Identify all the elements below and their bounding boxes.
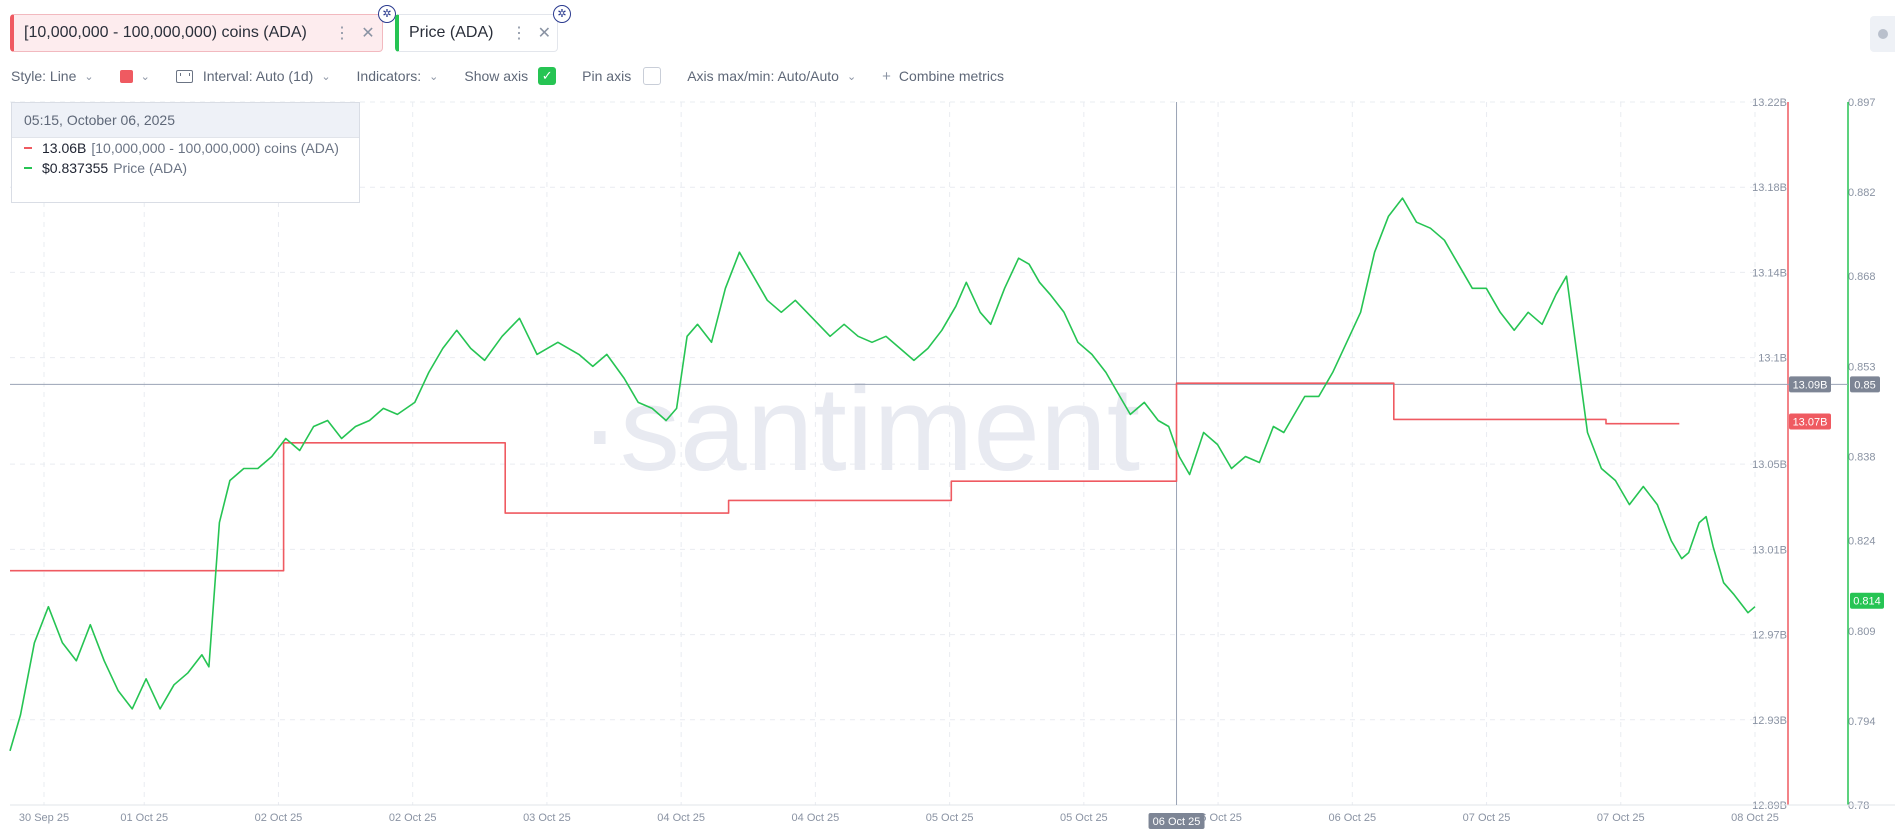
interval-label: Interval: Auto (1d) <box>202 68 314 84</box>
pin-axis-toggle[interactable]: Pin axis <box>582 67 662 85</box>
left-last-value: 13.07B <box>1793 417 1828 429</box>
tooltip-value: 13.06B <box>42 140 87 156</box>
x-tick-label: 06 Oct 25 <box>1194 812 1242 824</box>
pin-axis-label: Pin axis <box>582 68 632 84</box>
x-tick-label: 06 Oct 25 <box>1328 812 1376 824</box>
more-options-icon[interactable]: ⋮ <box>511 25 528 42</box>
left-axis-tick-label: 12.93B <box>1752 715 1787 727</box>
legend-swatch <box>24 167 32 169</box>
right-last-value-bg <box>1850 592 1884 609</box>
metric-chip-holders[interactable]: [10,000,000 - 100,000,000) coins (ADA) ⋮… <box>10 5 396 52</box>
chart-tooltip: 05:15, October 06, 2025 13.06B [10,000,0… <box>11 102 360 203</box>
show-axis-label: Show axis <box>464 68 529 84</box>
crosshair-right-value-bg <box>1850 376 1880 393</box>
combine-metrics-button[interactable]: + Combine metrics <box>882 68 1004 85</box>
right-axis-tick-label: 0.897 <box>1848 97 1876 109</box>
tooltip-series-name: [10,000,000 - 100,000,000) coins (ADA) <box>91 140 339 156</box>
calendar-icon <box>175 69 193 83</box>
combine-metrics-label: Combine metrics <box>898 68 1004 84</box>
right-axis-tick-label: 0.794 <box>1848 716 1876 728</box>
tooltip-series-name: Price (ADA) <box>113 160 188 176</box>
close-icon[interactable]: ✕ <box>361 25 375 42</box>
right-axis-tick-label: 0.882 <box>1848 187 1876 199</box>
dot-icon <box>1878 29 1888 39</box>
close-icon[interactable]: ✕ <box>537 25 552 42</box>
chevron-down-icon: ⌄ <box>321 70 331 83</box>
metric-chip-label: [10,000,000 - 100,000,000) coins (ADA) <box>24 24 307 41</box>
left-axis-tick-label: 13.14B <box>1752 267 1787 279</box>
plus-icon: + <box>882 67 891 85</box>
metric-chip-price[interactable]: Price (ADA) ⋮ ✕ ✲ <box>395 5 571 52</box>
chevron-down-icon: ⌄ <box>429 70 439 83</box>
crosshair-left-value: 13.09B <box>1793 379 1828 391</box>
left-axis-tick-label: 13.18B <box>1752 182 1787 194</box>
right-last-value: 0.814 <box>1853 596 1881 608</box>
x-tick-label: 05 Oct 25 <box>926 812 974 824</box>
left-last-value-bg <box>1789 413 1831 430</box>
tooltip-row-holders: 13.06B [10,000,000 - 100,000,000) coins … <box>24 138 359 158</box>
chevron-down-icon: ⌄ <box>84 70 94 83</box>
settings-icon[interactable]: ✲ <box>378 5 396 23</box>
left-axis-tick-label: 12.97B <box>1752 630 1787 642</box>
crosshair-date-bg <box>1148 813 1205 829</box>
x-tick-label: 03 Oct 25 <box>523 812 571 824</box>
indicators-dropdown[interactable]: Indicators: ⌄ <box>357 68 439 84</box>
legend-swatch <box>24 147 32 149</box>
crosshair-date-label: 06 Oct 25 <box>1153 816 1201 828</box>
x-tick-label: 30 Sep 25 <box>19 812 69 824</box>
x-tick-label: 04 Oct 25 <box>792 812 840 824</box>
chevron-down-icon: ⌄ <box>846 70 857 83</box>
panel-toggle-button[interactable] <box>1870 16 1895 52</box>
crosshair-right-value: 0.85 <box>1854 379 1875 391</box>
axis-maxmin-label: Axis max/min: Auto/Auto <box>687 68 839 84</box>
left-axis-tick-label: 13.01B <box>1752 544 1787 556</box>
left-axis-tick-label: 12.89B <box>1752 800 1787 812</box>
chevron-down-icon: ⌄ <box>140 70 150 83</box>
x-tick-label: 01 Oct 25 <box>120 812 168 824</box>
indicators-label: Indicators: <box>356 68 422 84</box>
watermark: ·santiment <box>580 362 1140 496</box>
show-axis-toggle[interactable]: Show axis ✓ <box>464 67 557 85</box>
left-axis-tick-label: 13.05B <box>1752 459 1787 471</box>
settings-icon[interactable]: ✲ <box>553 5 571 23</box>
x-tick-label: 02 Oct 25 <box>389 812 437 824</box>
x-tick-label: 04 Oct 25 <box>657 812 705 824</box>
chart-toolbar: Style: Line ⌄ ⌄ Interval: Auto (1d) ⌄ Indi… <box>11 64 1030 88</box>
interval-dropdown[interactable]: Interval: Auto (1d) ⌄ <box>175 68 331 84</box>
x-tick-label: 08 Oct 25 <box>1731 812 1779 824</box>
x-tick-label: 05 Oct 25 <box>1060 812 1108 824</box>
right-axis-tick-label: 0.824 <box>1848 536 1876 548</box>
style-label: Style: Line <box>11 68 77 84</box>
tooltip-row-price: $0.837355 Price (ADA) <box>24 158 359 178</box>
right-axis-tick-label: 0.809 <box>1848 626 1876 638</box>
right-axis-tick-label: 0.853 <box>1848 361 1876 373</box>
x-tick-label: 07 Oct 25 <box>1463 812 1511 824</box>
axis-maxmin-dropdown[interactable]: Axis max/min: Auto/Auto ⌄ <box>687 68 856 84</box>
right-axis-tick-label: 0.78 <box>1848 800 1869 812</box>
left-axis-tick-label: 13.1B <box>1758 353 1787 365</box>
metric-chip-label: Price (ADA) <box>409 24 494 41</box>
tooltip-value: $0.837355 <box>42 160 109 176</box>
crosshair-left-value-bg <box>1789 376 1831 393</box>
tooltip-date: 05:15, October 06, 2025 <box>12 103 359 138</box>
checkbox-unchecked-icon[interactable] <box>643 67 662 85</box>
x-tick-label: 02 Oct 25 <box>255 812 303 824</box>
color-swatch <box>119 69 133 83</box>
left-axis-tick-label: 13.22B <box>1752 97 1787 109</box>
checkbox-checked-icon[interactable]: ✓ <box>538 67 557 85</box>
x-tick-label: 07 Oct 25 <box>1597 812 1645 824</box>
right-axis-tick-label: 0.868 <box>1848 271 1876 283</box>
more-options-icon[interactable]: ⋮ <box>334 25 350 42</box>
series-line-price <box>9 197 1756 752</box>
series-line-holders <box>10 382 1680 572</box>
color-dropdown[interactable]: ⌄ <box>119 69 150 83</box>
style-dropdown[interactable]: Style: Line ⌄ <box>11 68 94 84</box>
right-axis-tick-label: 0.838 <box>1848 452 1876 464</box>
